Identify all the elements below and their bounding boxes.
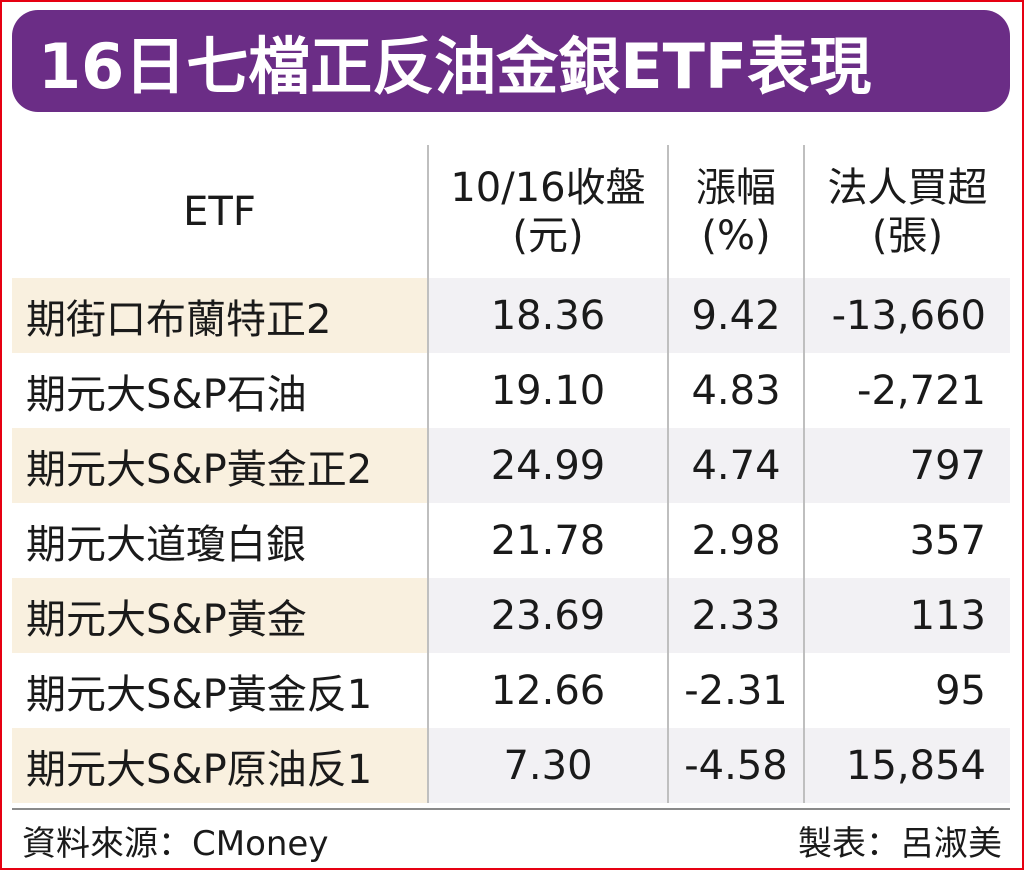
etf-name: 期元大S&P黃金正2 xyxy=(12,428,428,503)
title-banner: 16日七檔正反油金銀ETF表現 xyxy=(12,10,1010,112)
header-net-buy: 法人買超 (張) xyxy=(803,145,1010,278)
table-header-row: ETF 10/16收盤 (元) 漲幅 (%) 法人買超 (張) xyxy=(12,145,1010,278)
net-buy: 95 xyxy=(803,653,1010,728)
footer-divider xyxy=(12,808,1010,810)
source-note: 資料來源：CMoney xyxy=(22,824,329,864)
table-row: 期元大S&P黃金 23.69 2.33 113 xyxy=(12,578,1010,653)
header-change: 漲幅 (%) xyxy=(667,145,804,278)
etf-name: 期元大道瓊白銀 xyxy=(26,521,306,568)
etf-name: 期元大S&P原油反1 xyxy=(12,728,428,803)
change-pct: 2.98 xyxy=(667,503,804,578)
net-buy: -2,721 xyxy=(803,353,1010,428)
change-pct: 4.74 xyxy=(667,428,804,503)
table-row: 期元大S&P黃金反1 12.66 -2.31 95 xyxy=(12,653,1010,728)
close-price: 12.66 xyxy=(427,653,668,728)
net-buy: 357 xyxy=(803,503,1010,578)
table-row: 期元大S&P原油反1 7.30 -4.58 15,854 xyxy=(12,728,1010,803)
net-buy: 797 xyxy=(803,428,1010,503)
page-title: 16日七檔正反油金銀ETF表現 xyxy=(38,30,872,103)
table-row: 期元大S&P石油 19.10 4.83 -2,721 xyxy=(12,353,1010,428)
net-buy: 113 xyxy=(803,578,1010,653)
close-price: 7.30 xyxy=(427,728,668,803)
etf-name: 期元大S&P石油 xyxy=(26,371,307,418)
table-row: 期元大道瓊白銀 21.78 2.98 357 xyxy=(12,503,1010,578)
net-buy: 15,854 xyxy=(803,728,1010,803)
table-row: 期街口布蘭特正2 18.36 9.42 -13,660 xyxy=(12,278,1010,353)
net-buy: -13,660 xyxy=(803,278,1010,353)
close-price: 21.78 xyxy=(427,503,668,578)
close-price: 19.10 xyxy=(427,353,668,428)
table-row: 期元大S&P黃金正2 24.99 4.74 797 xyxy=(12,428,1010,503)
header-close: 10/16收盤 (元) xyxy=(427,145,668,278)
change-pct: 9.42 xyxy=(667,278,804,353)
close-price: 23.69 xyxy=(427,578,668,653)
close-price: 24.99 xyxy=(427,428,668,503)
etf-name: 期街口布蘭特正2 xyxy=(12,278,428,353)
change-pct: 4.83 xyxy=(667,353,804,428)
change-pct: 2.33 xyxy=(667,578,804,653)
close-price: 18.36 xyxy=(427,278,668,353)
etf-table: ETF 10/16收盤 (元) 漲幅 (%) 法人買超 (張) 期街口布蘭特正2 18… xyxy=(12,145,1010,803)
maker-credit: 製表：呂淑美 xyxy=(798,824,1002,864)
change-pct: -2.31 xyxy=(667,653,804,728)
header-etf: ETF xyxy=(183,188,256,235)
etf-name: 期元大S&P黃金 xyxy=(12,578,428,653)
change-pct: -4.58 xyxy=(667,728,804,803)
etf-name: 期元大S&P黃金反1 xyxy=(26,671,373,718)
